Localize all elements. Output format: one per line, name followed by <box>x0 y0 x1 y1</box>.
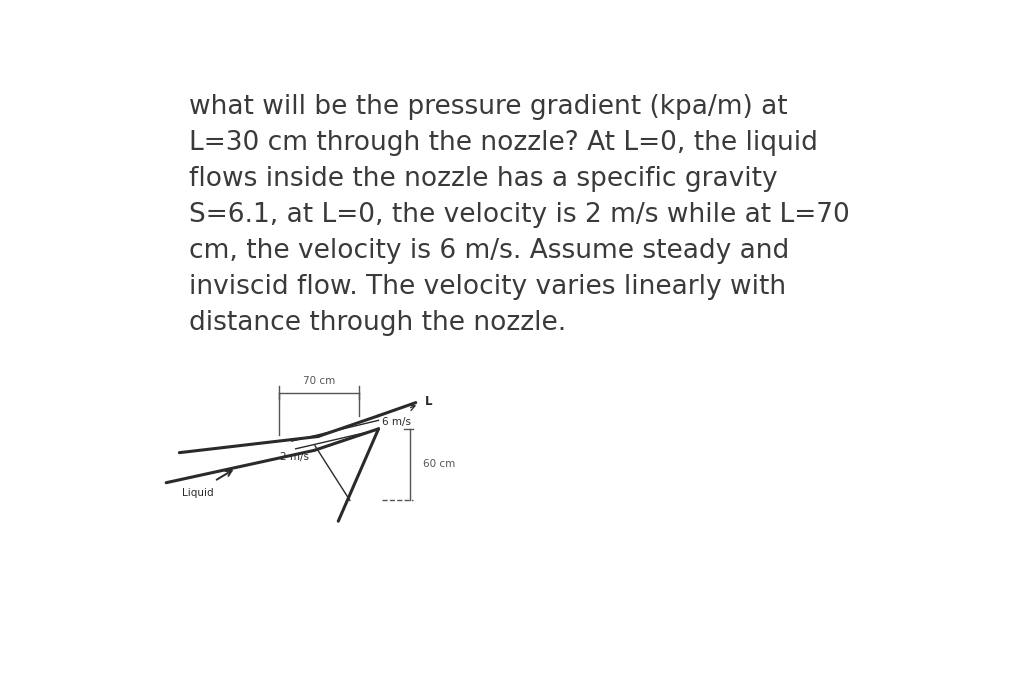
Text: L: L <box>425 394 432 408</box>
Text: 2 m/s: 2 m/s <box>280 452 310 462</box>
Text: what will be the pressure gradient (kpa/m) at
L=30 cm through the nozzle? At L=0: what will be the pressure gradient (kpa/… <box>189 94 849 336</box>
Text: Liquid: Liquid <box>182 488 214 498</box>
Text: 60 cm: 60 cm <box>423 459 455 469</box>
Text: 6 m/s: 6 m/s <box>382 417 411 427</box>
Text: 70 cm: 70 cm <box>302 376 335 386</box>
